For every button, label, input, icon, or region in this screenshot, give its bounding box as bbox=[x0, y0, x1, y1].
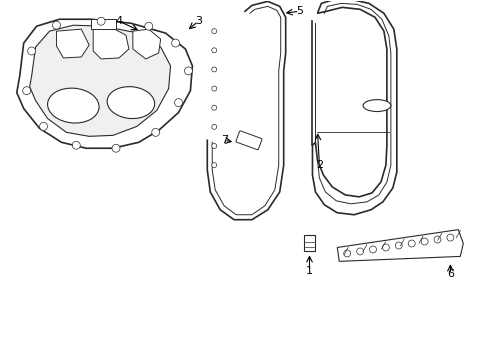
Ellipse shape bbox=[362, 100, 390, 112]
Circle shape bbox=[211, 105, 216, 110]
Circle shape bbox=[211, 124, 216, 129]
Polygon shape bbox=[30, 25, 170, 136]
Circle shape bbox=[144, 22, 152, 30]
Circle shape bbox=[151, 129, 160, 136]
Circle shape bbox=[394, 242, 402, 249]
Circle shape bbox=[22, 87, 31, 95]
Circle shape bbox=[433, 236, 440, 243]
Polygon shape bbox=[303, 235, 315, 251]
Circle shape bbox=[174, 99, 182, 107]
Polygon shape bbox=[17, 19, 192, 148]
Polygon shape bbox=[312, 0, 396, 215]
Circle shape bbox=[184, 67, 192, 75]
Ellipse shape bbox=[47, 88, 99, 123]
Polygon shape bbox=[93, 27, 129, 59]
Text: 7: 7 bbox=[220, 135, 227, 145]
Circle shape bbox=[171, 39, 179, 47]
Polygon shape bbox=[337, 230, 462, 261]
Circle shape bbox=[72, 141, 80, 149]
Circle shape bbox=[356, 248, 363, 255]
Circle shape bbox=[211, 163, 216, 168]
Text: 5: 5 bbox=[295, 6, 303, 16]
Circle shape bbox=[343, 250, 350, 257]
Text: 6: 6 bbox=[446, 269, 453, 279]
Circle shape bbox=[40, 122, 47, 130]
Text: 4: 4 bbox=[115, 16, 122, 26]
Text: 2: 2 bbox=[315, 160, 322, 170]
Polygon shape bbox=[56, 29, 89, 58]
Text: 1: 1 bbox=[305, 266, 312, 276]
Ellipse shape bbox=[107, 87, 154, 118]
Polygon shape bbox=[133, 29, 161, 59]
Circle shape bbox=[112, 144, 120, 152]
FancyBboxPatch shape bbox=[236, 131, 262, 150]
Circle shape bbox=[369, 246, 376, 253]
Circle shape bbox=[211, 67, 216, 72]
Circle shape bbox=[211, 144, 216, 148]
Polygon shape bbox=[91, 19, 116, 29]
Circle shape bbox=[446, 234, 453, 241]
Text: 3: 3 bbox=[194, 16, 202, 26]
Circle shape bbox=[211, 29, 216, 33]
Circle shape bbox=[382, 244, 388, 251]
Circle shape bbox=[28, 47, 36, 55]
Circle shape bbox=[211, 48, 216, 53]
Circle shape bbox=[420, 238, 427, 245]
Circle shape bbox=[407, 240, 414, 247]
Circle shape bbox=[97, 17, 105, 25]
Circle shape bbox=[211, 86, 216, 91]
Circle shape bbox=[52, 21, 61, 29]
